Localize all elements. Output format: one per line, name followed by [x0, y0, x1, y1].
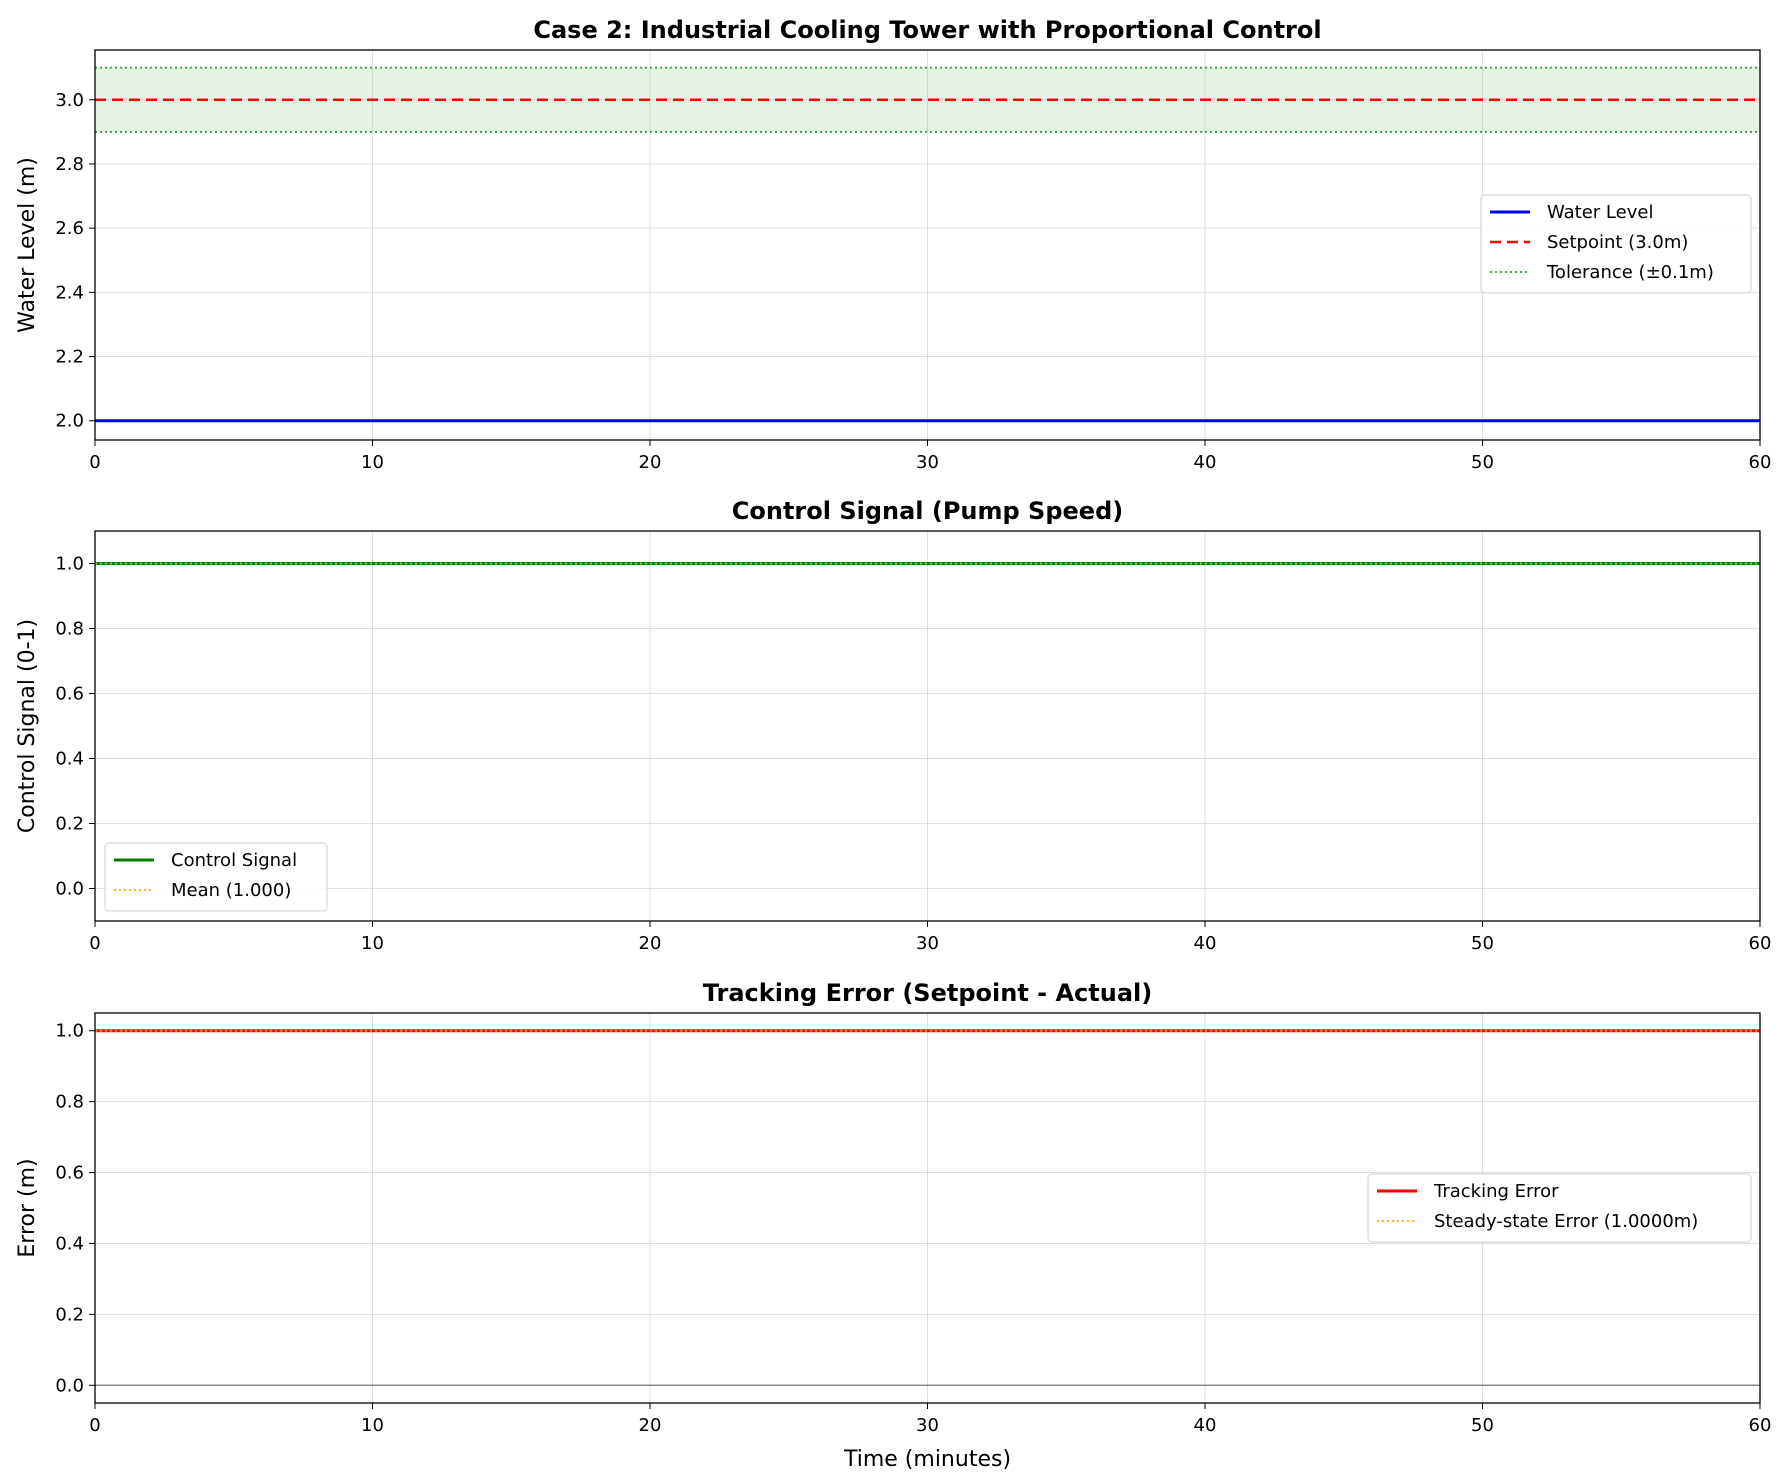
y-tick-label: 2.2	[55, 347, 84, 368]
subplot-title: Tracking Error (Setpoint - Actual)	[703, 979, 1152, 1007]
axes-frame	[94, 1012, 1761, 1404]
x-tick-label: 30	[916, 933, 939, 954]
y-tick-label: 2.6	[55, 218, 84, 239]
x-tick-label: 30	[916, 1415, 939, 1436]
y-tick-label: 0.4	[55, 1233, 84, 1254]
x-tick-label: 60	[1749, 933, 1772, 954]
x-tick-label: 20	[639, 1415, 662, 1436]
y-tick-label: 0.0	[55, 1375, 84, 1396]
axes-frame	[94, 49, 1761, 441]
y-axis-label: Water Level (m)	[15, 157, 40, 333]
legend: Tracking Error Steady-state Error (1.0000…	[1367, 1173, 1752, 1243]
subplot-2: Control Signal (Pump Speed) 0 10 20 30 40 50 60…	[15, 497, 1771, 954]
legend-box	[1480, 194, 1752, 294]
x-tick-label: 20	[639, 452, 662, 473]
x-tick-label: 10	[361, 452, 384, 473]
legend: Water Level Setpoint (3.0m) Tolerance (±0.…	[1480, 194, 1752, 294]
legend: Control Signal Mean (1.000)	[104, 842, 328, 912]
y-tick-label: 2.0	[55, 411, 84, 432]
y-tick-label: 1.0	[55, 1021, 84, 1042]
y-tick-label: 0.8	[55, 619, 84, 640]
legend-label: Tracking Error	[1433, 1181, 1559, 1202]
y-axis-label: Control Signal (0-1)	[15, 619, 40, 833]
x-tick-label: 40	[1194, 933, 1217, 954]
y-tick-label: 0.6	[55, 1163, 84, 1184]
x-tick-label: 40	[1194, 1415, 1217, 1436]
x-tick-label: 60	[1749, 452, 1772, 473]
x-axis-label: Time (minutes)	[843, 1447, 1011, 1472]
x-tick-label: 10	[361, 933, 384, 954]
axes-frame	[94, 530, 1761, 922]
y-tick-label: 2.8	[55, 154, 84, 175]
x-tick-label: 50	[1471, 1415, 1494, 1436]
legend-label: Steady-state Error (1.0000m)	[1434, 1211, 1698, 1232]
y-tick-label: 0.6	[55, 684, 84, 705]
subplot-1: Case 2: Industrial Cooling Tower with Pr…	[15, 16, 1771, 473]
y-tick-label: 0.4	[55, 749, 84, 770]
legend-label: Water Level	[1547, 202, 1653, 223]
legend-label: Mean (1.000)	[171, 880, 291, 901]
y-tick-label: 3.0	[55, 90, 84, 111]
x-tick-label: 20	[639, 933, 662, 954]
subplot-3: Tracking Error (Setpoint - Actual) 0 10 20 3…	[15, 979, 1771, 1472]
y-tick-label: 0.2	[55, 1304, 84, 1325]
legend-label: Control Signal	[171, 850, 297, 871]
legend-box	[1367, 1173, 1752, 1243]
x-tick-label: 60	[1749, 1415, 1772, 1436]
x-tick-label: 0	[89, 452, 100, 473]
legend-box	[104, 842, 328, 912]
x-tick-label: 50	[1471, 933, 1494, 954]
x-tick-label: 50	[1471, 452, 1494, 473]
y-tick-label: 0.8	[55, 1092, 84, 1113]
y-tick-label: 1.0	[55, 554, 84, 575]
legend-label: Setpoint (3.0m)	[1547, 232, 1688, 253]
subplot-title: Case 2: Industrial Cooling Tower with Pr…	[533, 16, 1321, 44]
y-tick-label: 0.2	[55, 814, 84, 835]
y-tick-label: 0.0	[55, 879, 84, 900]
x-tick-label: 30	[916, 452, 939, 473]
y-axis-label: Error (m)	[15, 1158, 40, 1257]
x-tick-label: 10	[361, 1415, 384, 1436]
legend-label: Tolerance (±0.1m)	[1546, 262, 1714, 283]
x-tick-label: 40	[1194, 452, 1217, 473]
y-tick-label: 2.4	[55, 282, 84, 303]
subplot-title: Control Signal (Pump Speed)	[732, 497, 1123, 525]
x-tick-label: 0	[89, 933, 100, 954]
x-tick-label: 0	[89, 1415, 100, 1436]
